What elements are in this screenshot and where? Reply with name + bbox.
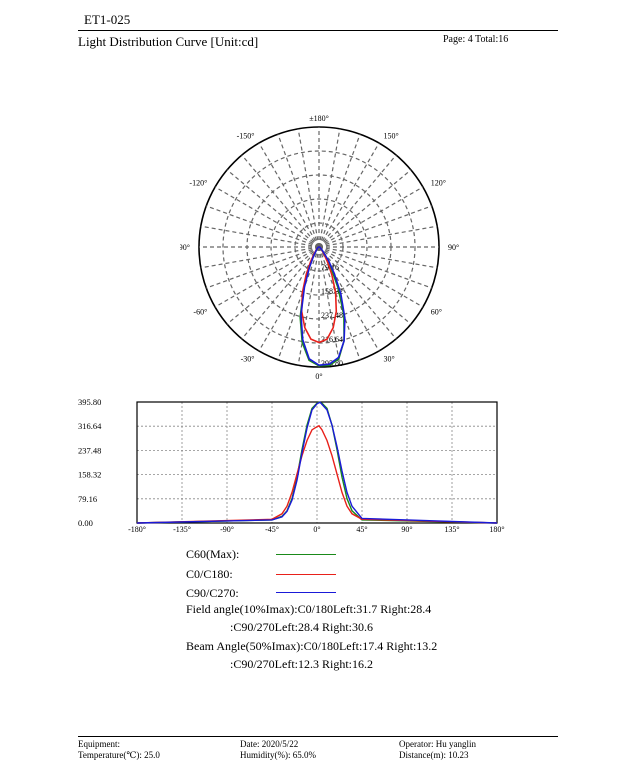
polar-angle-label: -120° bbox=[189, 179, 207, 188]
polar-spoke bbox=[318, 225, 438, 248]
legend-line-c0 bbox=[276, 574, 336, 575]
beam-angle-c0: Beam Angle(50%Imax):C0/180Left:17.4 Righ… bbox=[186, 639, 438, 653]
polar-spoke bbox=[318, 246, 438, 269]
polar-angle-label: 30° bbox=[384, 355, 395, 364]
x-tick-label: -180° bbox=[128, 525, 146, 534]
polar-angle-label: -150° bbox=[237, 131, 255, 140]
polar-radial-label: 316.64 bbox=[321, 335, 343, 344]
polar-angle-label: 60° bbox=[431, 308, 442, 317]
polar-spoke bbox=[318, 128, 341, 248]
polar-spoke bbox=[241, 246, 320, 340]
polar-spoke bbox=[318, 205, 432, 248]
polar-spoke bbox=[214, 186, 320, 248]
polar-spoke bbox=[318, 154, 397, 248]
polar-spoke bbox=[318, 246, 397, 340]
polar-angle-label: -30° bbox=[241, 355, 255, 364]
polar-spoke bbox=[258, 142, 320, 248]
polar-spoke bbox=[318, 186, 424, 248]
page-info: Page: 4 Total:16 bbox=[443, 34, 509, 45]
polar-spoke bbox=[318, 246, 412, 325]
polar-spoke bbox=[226, 246, 320, 325]
polar-angle-label: 120° bbox=[431, 179, 446, 188]
y-tick-label: 79.16 bbox=[78, 494, 97, 504]
polar-grid-circle bbox=[270, 198, 368, 296]
legend-label-c90: C90/C270: bbox=[186, 586, 239, 600]
y-tick-label: 158.32 bbox=[78, 470, 101, 480]
legend-label-c0: C0/C180: bbox=[186, 567, 233, 581]
x-tick-label: 45° bbox=[356, 525, 367, 534]
polar-spoke bbox=[318, 246, 424, 308]
footer-distance: Distance(m): 10.23 bbox=[399, 750, 469, 760]
polar-spoke bbox=[200, 225, 320, 248]
footer-divider bbox=[78, 736, 558, 737]
footer-temperature: Temperature(℃): 25.0 bbox=[78, 750, 160, 760]
polar-angle-label: -60° bbox=[193, 308, 207, 317]
polar-spoke bbox=[297, 128, 320, 248]
legend-line-c90 bbox=[276, 592, 336, 593]
polar-spoke bbox=[258, 246, 320, 352]
document-id: ET1-025 bbox=[84, 12, 131, 27]
polar-spoke bbox=[318, 246, 432, 289]
polar-angle-label: 90° bbox=[448, 243, 459, 252]
polar-spoke bbox=[318, 169, 412, 248]
y-tick-label: 316.64 bbox=[78, 421, 102, 431]
x-tick-label: 90° bbox=[401, 525, 412, 534]
polar-radial-label: 158.32 bbox=[321, 287, 343, 296]
header-divider bbox=[78, 30, 558, 31]
cartesian-chart: 395.80 316.64 237.48 158.32 79.16 0.00 -180° -1… bbox=[78, 397, 505, 534]
x-tick-label: 135° bbox=[444, 525, 459, 534]
x-tick-label: 0° bbox=[313, 525, 320, 534]
polar-series-curve bbox=[300, 246, 346, 367]
polar-spoke bbox=[318, 246, 380, 352]
series-line bbox=[136, 424, 498, 524]
polar-spoke bbox=[241, 154, 320, 248]
polar-spoke bbox=[206, 205, 320, 248]
y-tick-label: 237.48 bbox=[78, 445, 101, 455]
polar-chart: ±180° 150° 120° 90° 60° 30° 0° -30° -60° -90° -120… bbox=[180, 114, 459, 381]
polar-angle-label: 150° bbox=[384, 131, 399, 140]
footer-date: Date: 2020/5/22 bbox=[240, 739, 299, 749]
polar-spoke bbox=[318, 142, 380, 248]
x-tick-label: -90° bbox=[220, 525, 234, 534]
polar-spoke bbox=[226, 169, 320, 248]
field-angle-c90: :C90/270Left:28.4 Right:30.6 bbox=[230, 620, 373, 634]
footer-operator: Operator: Hu yanglin bbox=[399, 739, 476, 749]
polar-radial-label: 237.48 bbox=[321, 311, 343, 320]
x-tick-label: -45° bbox=[265, 525, 279, 534]
y-tick-label: 395.80 bbox=[78, 397, 101, 407]
polar-spoke bbox=[318, 246, 361, 360]
polar-spoke bbox=[277, 246, 320, 360]
legend-line-c60 bbox=[276, 554, 336, 555]
document-title: Light Distribution Curve [Unit:cd] bbox=[78, 34, 259, 49]
polar-spoke bbox=[318, 246, 341, 366]
polar-spoke bbox=[277, 134, 320, 248]
footer-humidity: Humidity(%): 65.0% bbox=[240, 750, 316, 760]
polar-spoke bbox=[206, 246, 320, 289]
polar-angle-label: -90° bbox=[180, 243, 190, 252]
field-angle-c0: Field angle(10%Imax):C0/180Left:31.7 Rig… bbox=[186, 602, 432, 616]
polar-spoke bbox=[297, 246, 320, 366]
x-tick-label: 180° bbox=[489, 525, 504, 534]
x-tick-label: -135° bbox=[173, 525, 191, 534]
legend-label-c60: C60(Max): bbox=[186, 547, 240, 561]
polar-spoke bbox=[200, 246, 320, 269]
footer-equipment: Equipment: bbox=[78, 739, 120, 749]
polar-angle-label: 0° bbox=[315, 372, 322, 381]
series-line bbox=[136, 401, 498, 524]
polar-spoke bbox=[214, 246, 320, 308]
beam-angle-c90: :C90/270Left:12.3 Right:16.2 bbox=[230, 657, 373, 671]
plot-frame bbox=[136, 401, 498, 524]
polar-angle-label: ±180° bbox=[309, 114, 329, 123]
polar-spoke bbox=[318, 134, 361, 248]
y-tick-label: 0.00 bbox=[78, 518, 93, 528]
